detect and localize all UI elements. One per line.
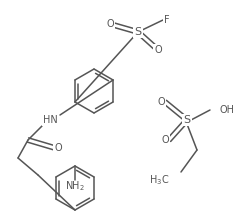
Text: O: O — [154, 45, 162, 55]
Text: S: S — [134, 27, 142, 37]
Text: H$_3$C: H$_3$C — [149, 173, 169, 187]
Text: O: O — [161, 135, 169, 145]
Text: NH$_2$: NH$_2$ — [65, 179, 85, 193]
Text: O: O — [54, 143, 62, 153]
Text: OH: OH — [219, 105, 234, 115]
Text: F: F — [164, 15, 170, 25]
Text: O: O — [106, 19, 114, 29]
Text: O: O — [157, 97, 165, 107]
Text: S: S — [183, 115, 191, 125]
Text: HN: HN — [43, 115, 57, 125]
